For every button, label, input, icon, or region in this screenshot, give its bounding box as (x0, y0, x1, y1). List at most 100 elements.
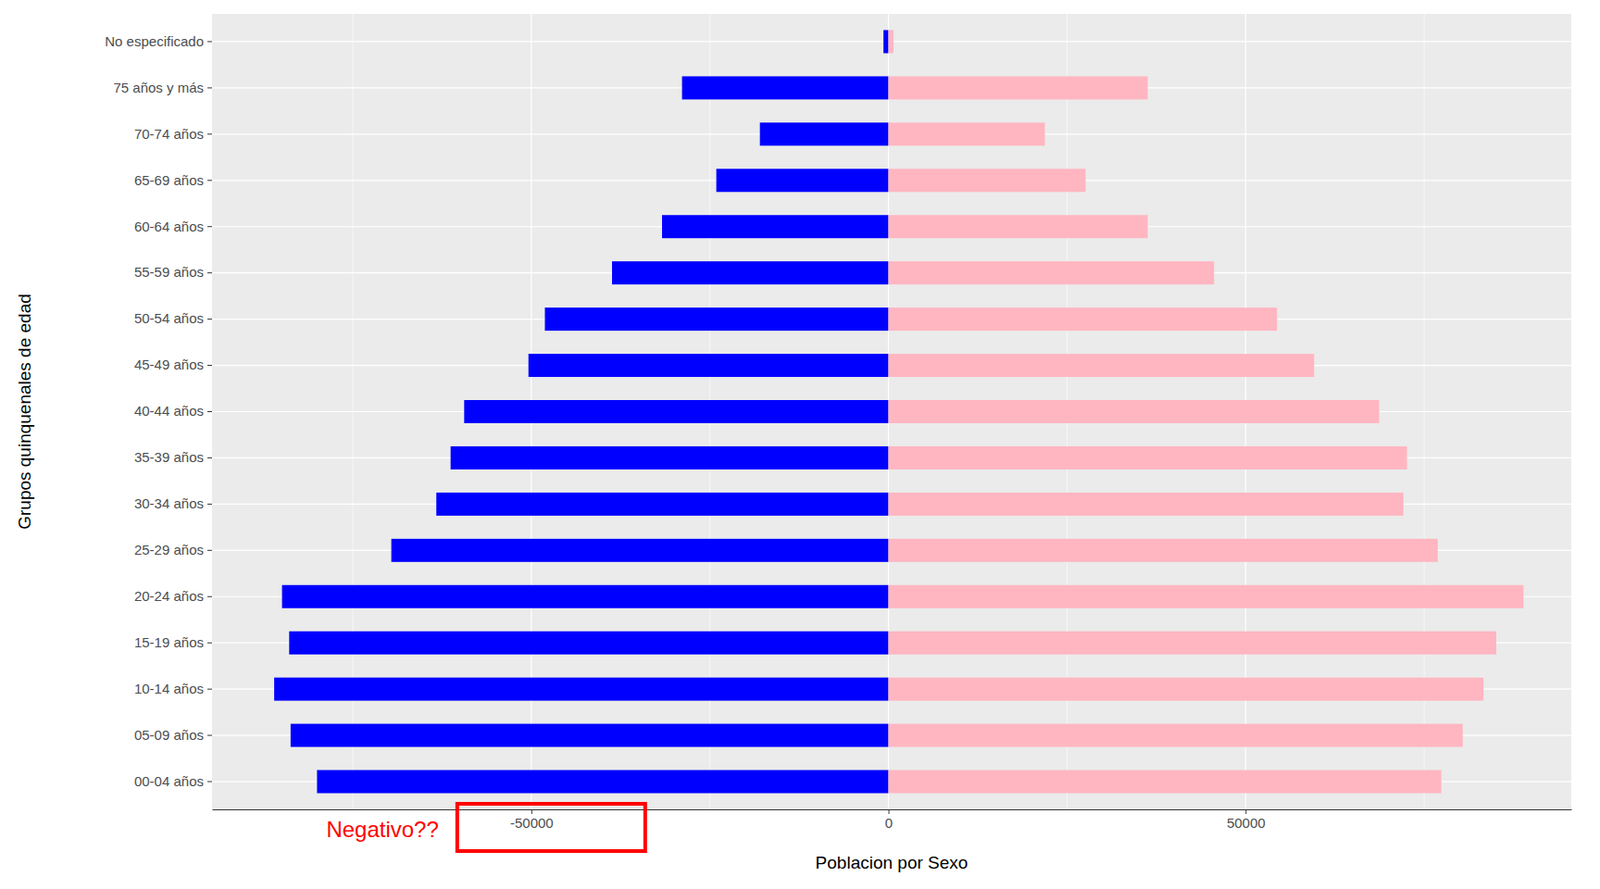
tick: 15-19 años (134, 634, 213, 650)
bar (450, 446, 889, 470)
tick-mark (207, 642, 213, 644)
bars (274, 29, 1524, 793)
bar (888, 538, 1438, 563)
tick-mark (207, 133, 213, 135)
tick-label: 30-34 años (134, 495, 204, 512)
bar (888, 75, 1149, 100)
bar (682, 75, 889, 100)
tick-mark (207, 40, 213, 42)
bar (391, 538, 889, 563)
tick-label: 35-39 años (134, 449, 204, 465)
bar (888, 400, 1380, 424)
tick-mark (207, 87, 213, 88)
tick-label: 50-54 años (134, 310, 204, 326)
y-axis-title: Grupos quinquenales de edad (14, 293, 35, 530)
tick-mark (207, 735, 213, 737)
tick: 45-49 años (134, 356, 213, 373)
x-axis-line (212, 809, 1573, 811)
tick-mark (207, 411, 213, 413)
bar (888, 585, 1525, 609)
tick-label: 45-49 años (134, 356, 204, 373)
bar (463, 400, 888, 424)
tick-mark (531, 809, 533, 814)
bar (888, 307, 1278, 331)
tick: 75 años y más (112, 79, 213, 96)
tick: 65-69 años (134, 172, 213, 188)
tick-label: 00-04 años (134, 773, 204, 789)
annotation-box (457, 803, 646, 851)
tick: 60-64 años (134, 218, 213, 235)
tick-mark (1245, 809, 1247, 814)
tick: 20-24 años (134, 587, 213, 604)
x-axis-title: Poblacion por Sexo (815, 852, 969, 873)
tick-mark (207, 272, 213, 274)
tick-mark (207, 688, 213, 690)
bar (888, 492, 1404, 516)
tick: No especificado (104, 33, 213, 50)
tick-label: 40-44 años (134, 402, 204, 419)
tick: 40-44 años (134, 402, 213, 419)
tick-label: 50000 (1226, 814, 1266, 831)
bar (888, 214, 1149, 238)
tick-mark (888, 809, 890, 814)
tick-mark (207, 364, 213, 366)
tick-label: 20-24 años (134, 587, 204, 604)
bar (544, 307, 888, 331)
bar (290, 724, 889, 748)
bar (436, 492, 888, 516)
bar (282, 585, 889, 609)
grid (212, 13, 1572, 810)
tick-mark (207, 457, 213, 459)
bar (528, 353, 889, 377)
bar (888, 353, 1315, 377)
tick-mark (207, 179, 213, 181)
tick: 70-74 años (134, 125, 213, 142)
bar (883, 29, 888, 53)
bar (760, 122, 889, 146)
tick-mark (207, 503, 213, 505)
tick-label: 75 años y más (112, 79, 204, 96)
bar (888, 122, 1046, 146)
tick-label: 65-69 años (134, 172, 204, 188)
bar (888, 446, 1408, 470)
chart: -50000 0 50000 00-04 años 05-09 años 10-14 añ… (0, 0, 1600, 889)
bar (274, 677, 888, 701)
tick-mark (207, 781, 213, 783)
y-axis-line (212, 14, 213, 811)
tick-label: 60-64 años (134, 218, 204, 235)
bar (888, 631, 1497, 655)
tick: 55-59 años (134, 263, 213, 280)
tick: -50000 (510, 809, 554, 831)
annotation: Negativo?? (325, 816, 438, 842)
tick: 10-14 años (134, 680, 213, 697)
tick-mark (207, 596, 213, 598)
bar (888, 261, 1215, 285)
tick-label: 0 (885, 814, 893, 831)
bar (716, 168, 889, 192)
tick: 50000 (1226, 809, 1266, 831)
tick: 50-54 años (134, 310, 213, 326)
tick-mark (207, 318, 213, 320)
tick: 25-29 años (134, 541, 213, 558)
tick-label: 05-09 años (134, 726, 204, 743)
bar (612, 261, 889, 285)
tick: 0 (885, 809, 893, 831)
bar (316, 770, 888, 794)
bar (662, 214, 889, 238)
plot-background (212, 13, 1572, 810)
tick: 00-04 años (134, 773, 213, 789)
tick: 30-34 años (134, 495, 213, 512)
tick-label: 70-74 años (134, 125, 204, 142)
tick-mark (207, 225, 213, 227)
bar (888, 29, 894, 53)
tick-label: No especificado (104, 33, 204, 50)
bar (888, 168, 1087, 192)
bar (888, 724, 1463, 748)
tick: 05-09 años (134, 726, 213, 743)
bar (288, 631, 888, 655)
tick-mark (207, 550, 213, 551)
tick-label: 55-59 años (134, 263, 204, 280)
bar (888, 677, 1485, 701)
tick-label: 25-29 años (134, 541, 204, 558)
tick-label: -50000 (510, 814, 554, 831)
